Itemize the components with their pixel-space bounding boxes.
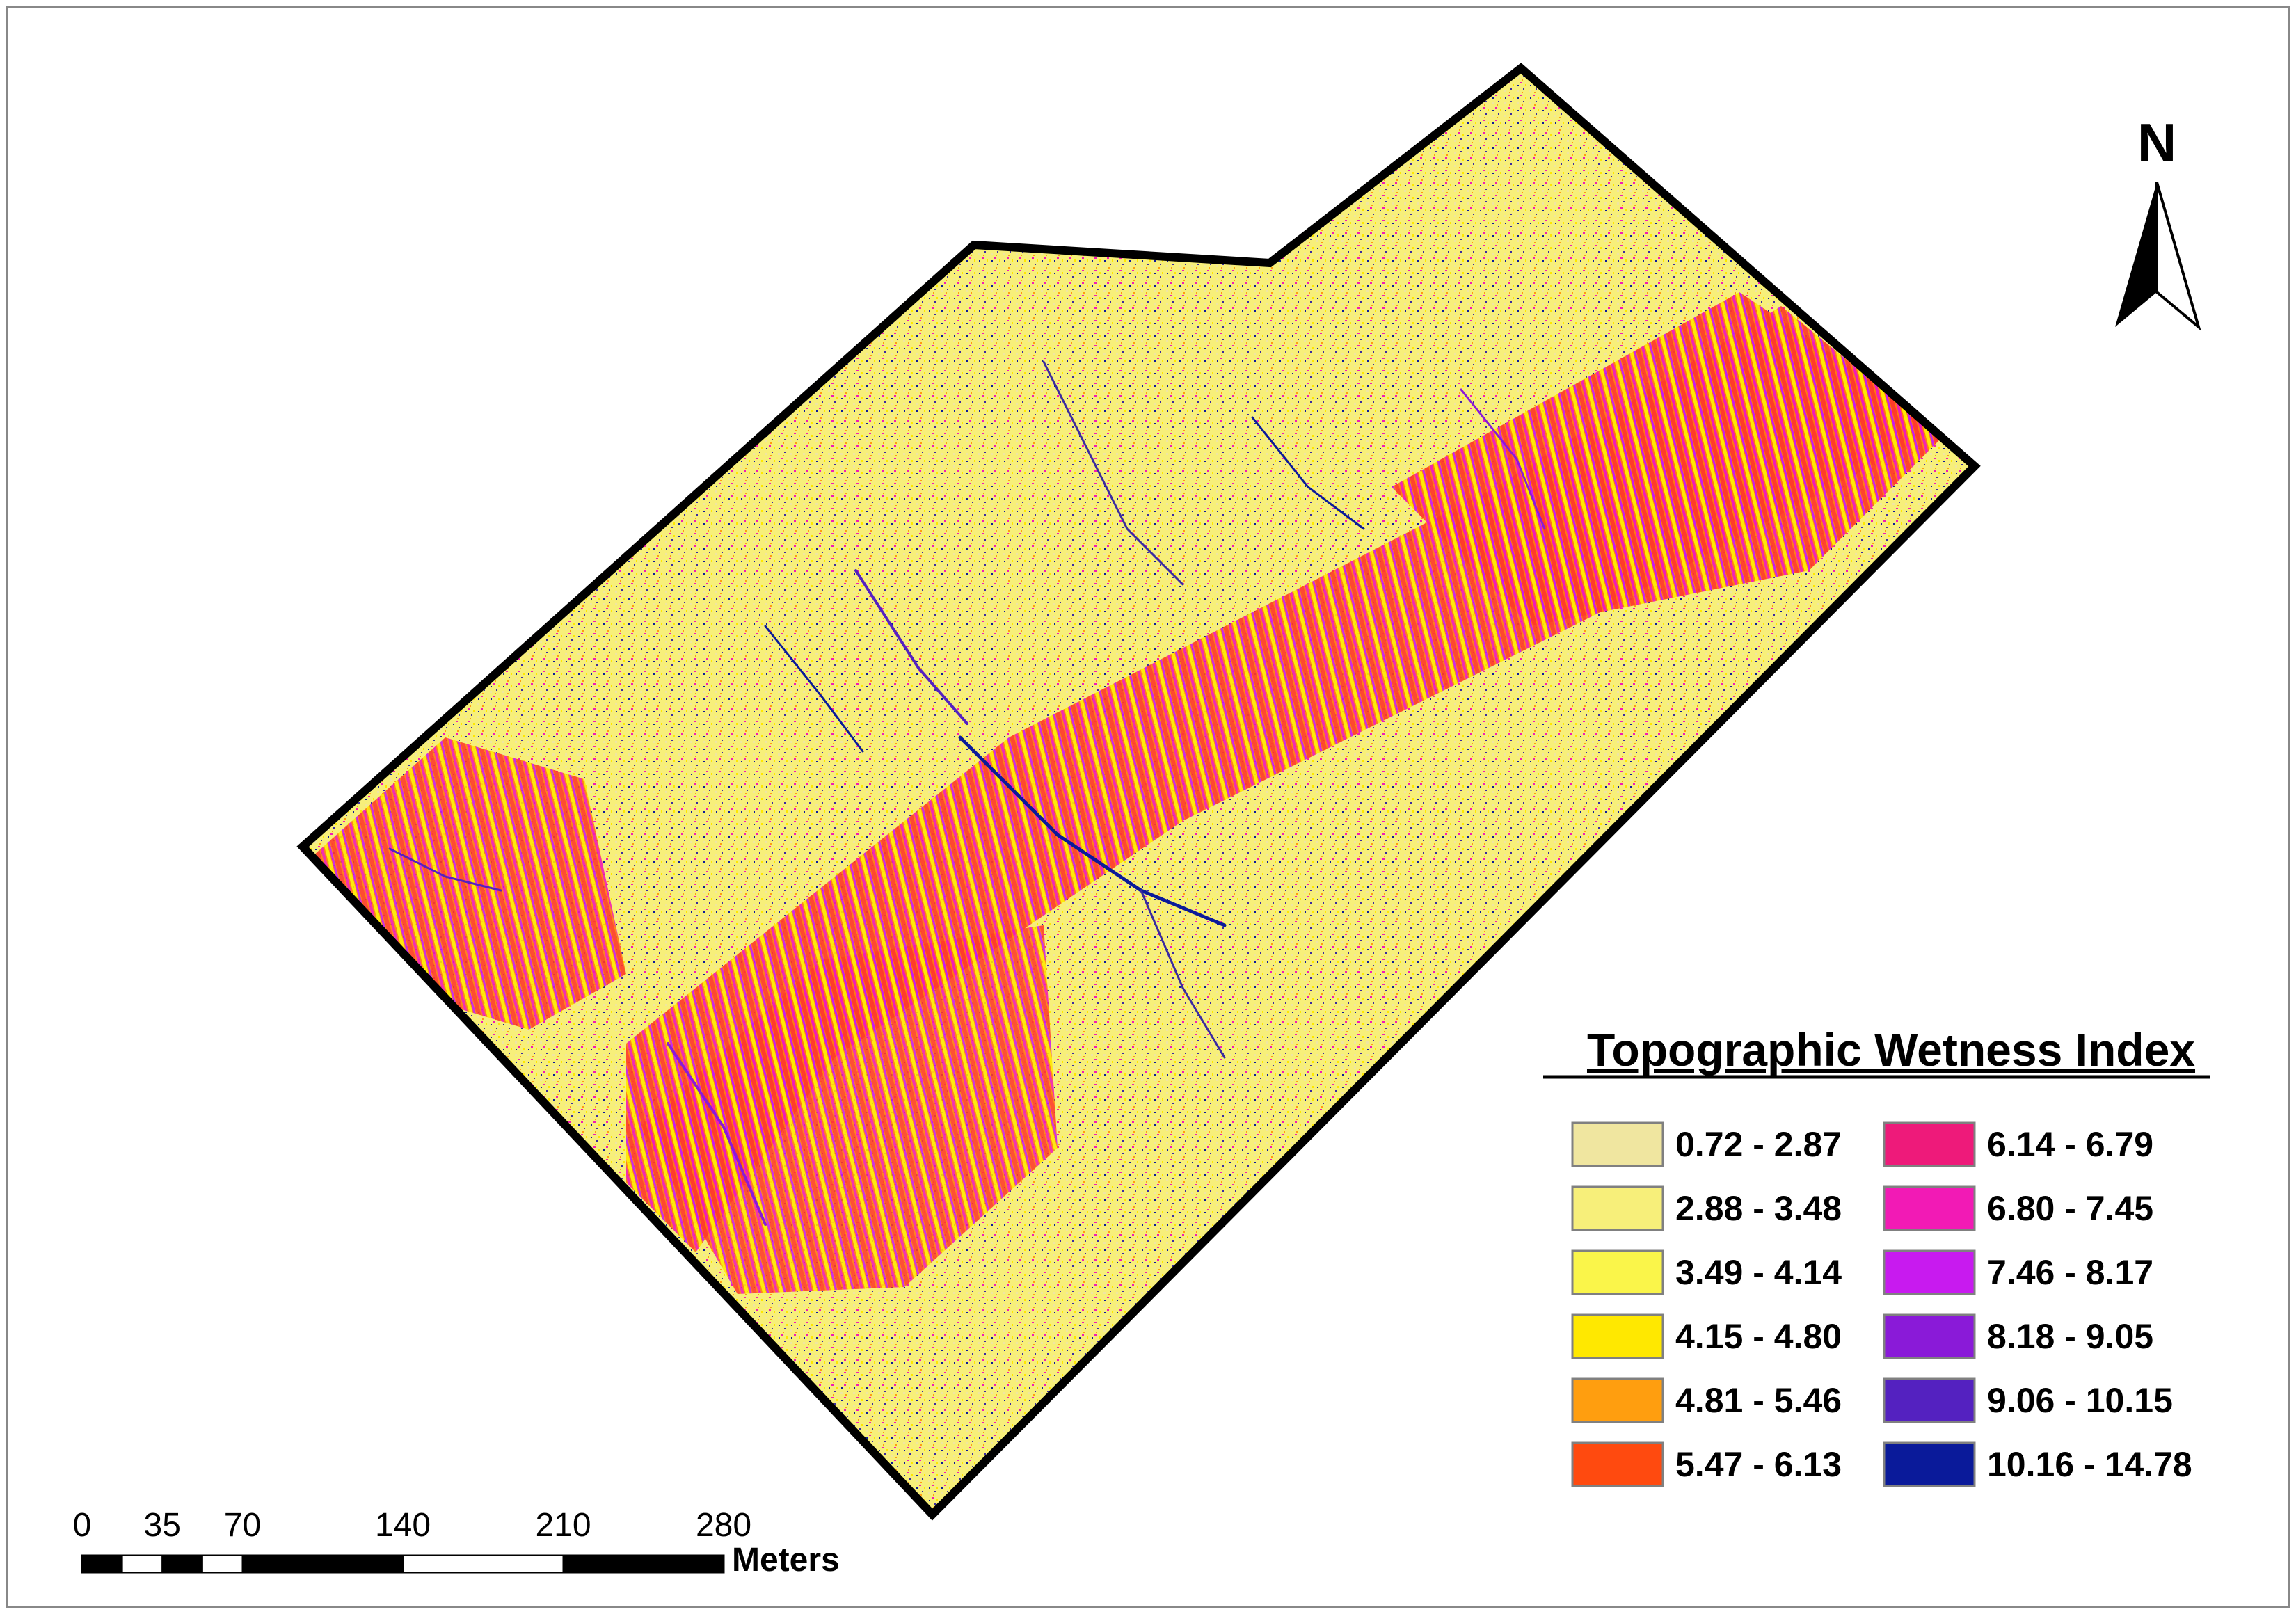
legend-swatch bbox=[1883, 1313, 1976, 1359]
north-arrow: N bbox=[2115, 112, 2201, 331]
scale-tick-label: 210 bbox=[535, 1507, 591, 1544]
legend-label: 2.88 - 3.48 bbox=[1675, 1189, 1842, 1228]
north-arrow-left-half bbox=[2115, 182, 2157, 327]
scale-bar: 0 35 70 140 210 280 Meters bbox=[73, 1507, 840, 1579]
legend-label: 3.49 - 4.14 bbox=[1675, 1253, 1842, 1292]
legend: Topographic Wetness Index 0.72 - 2.87 2.8… bbox=[1543, 1024, 2210, 1487]
scale-tick-label: 70 bbox=[224, 1507, 261, 1544]
legend-swatch bbox=[1883, 1185, 1976, 1231]
scale-bar-segment bbox=[81, 1555, 123, 1573]
scale-tick-label: 35 bbox=[144, 1507, 181, 1544]
legend-label: 5.47 - 6.13 bbox=[1675, 1445, 1842, 1484]
wet-band-lower bbox=[640, 925, 1058, 1294]
legend-label: 6.80 - 7.45 bbox=[1987, 1189, 2153, 1228]
scale-tick-label: 0 bbox=[73, 1507, 92, 1544]
legend-swatch bbox=[1571, 1121, 1664, 1167]
legend-label: 10.16 - 14.78 bbox=[1987, 1445, 2192, 1484]
legend-swatch bbox=[1883, 1441, 1976, 1487]
scale-bar-segment bbox=[201, 1555, 244, 1573]
scale-tick-label: 140 bbox=[375, 1507, 431, 1544]
parcel-boundary bbox=[296, 63, 1981, 1521]
scale-tick-label: 280 bbox=[696, 1507, 751, 1544]
scale-unit-label: Meters bbox=[732, 1542, 840, 1579]
north-arrow-right-half bbox=[2155, 182, 2201, 331]
legend-swatch bbox=[1571, 1185, 1664, 1231]
scale-bar-segment bbox=[121, 1555, 164, 1573]
north-arrow-label: N bbox=[2137, 112, 2176, 173]
legend-swatch bbox=[1571, 1313, 1664, 1359]
legend-swatch bbox=[1883, 1121, 1976, 1167]
scale-bar-segment bbox=[161, 1555, 203, 1573]
legend-swatch bbox=[1571, 1377, 1664, 1423]
legend-title: Topographic Wetness Index bbox=[1587, 1024, 2195, 1076]
legend-label: 6.14 - 6.79 bbox=[1987, 1125, 2153, 1164]
scale-bar-segment bbox=[402, 1555, 564, 1573]
legend-label: 4.81 - 5.46 bbox=[1675, 1381, 1842, 1420]
legend-swatch bbox=[1571, 1441, 1664, 1487]
legend-label: 9.06 - 10.15 bbox=[1987, 1381, 2173, 1420]
legend-label: 0.72 - 2.87 bbox=[1675, 1125, 1842, 1164]
legend-swatch bbox=[1571, 1249, 1664, 1295]
legend-swatch bbox=[1883, 1377, 1976, 1423]
scale-bar-segment bbox=[241, 1555, 404, 1573]
legend-label: 7.46 - 8.17 bbox=[1987, 1253, 2153, 1292]
drainage-lines bbox=[388, 360, 1546, 1226]
legend-label: 8.18 - 9.05 bbox=[1987, 1317, 2153, 1356]
scale-bar-segment bbox=[562, 1555, 724, 1573]
wet-band-upper bbox=[1392, 292, 1948, 626]
legend-label: 4.15 - 4.80 bbox=[1675, 1317, 1842, 1356]
legend-swatch bbox=[1883, 1249, 1976, 1295]
